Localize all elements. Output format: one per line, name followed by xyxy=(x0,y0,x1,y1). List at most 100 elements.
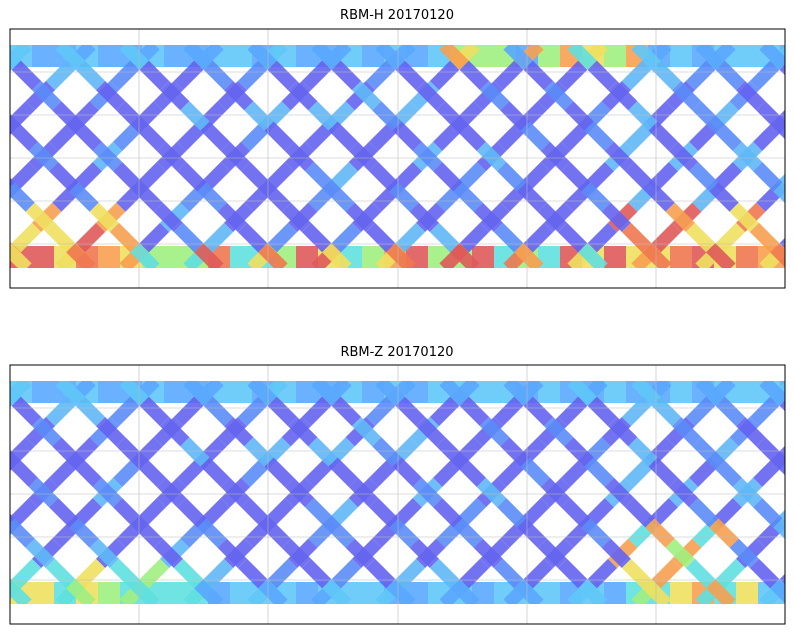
swath xyxy=(52,437,82,467)
swath xyxy=(223,416,254,447)
swath xyxy=(459,60,490,91)
swath xyxy=(395,222,426,253)
swath xyxy=(311,381,341,406)
swath xyxy=(604,477,635,508)
swath xyxy=(69,182,99,212)
swath xyxy=(456,457,486,487)
swath xyxy=(10,241,12,245)
swath xyxy=(365,222,396,253)
swath xyxy=(308,101,338,131)
swath xyxy=(621,60,652,91)
swath xyxy=(604,246,626,268)
swath xyxy=(749,396,780,427)
swath xyxy=(11,60,42,91)
swath xyxy=(779,237,785,249)
swath xyxy=(75,222,106,253)
swath xyxy=(183,381,213,406)
swath xyxy=(520,162,550,192)
swath xyxy=(668,141,699,172)
swath xyxy=(164,246,186,268)
swath xyxy=(604,141,635,172)
swath xyxy=(133,518,163,548)
swath xyxy=(493,396,524,427)
swath xyxy=(584,162,614,192)
swath xyxy=(72,162,102,192)
swath xyxy=(241,498,271,528)
swath xyxy=(581,182,611,212)
swath xyxy=(32,582,54,604)
swath xyxy=(217,202,248,233)
swath xyxy=(692,437,722,467)
swath xyxy=(386,243,416,268)
swath xyxy=(625,457,655,487)
swath xyxy=(119,45,149,70)
swath xyxy=(651,558,682,589)
swath xyxy=(581,518,611,548)
swath xyxy=(689,162,719,192)
graticule xyxy=(10,29,785,624)
swath xyxy=(456,162,486,192)
swath xyxy=(139,60,170,91)
swath xyxy=(369,498,399,528)
swath xyxy=(156,477,187,508)
swath xyxy=(736,45,758,67)
swath xyxy=(177,457,207,487)
swath xyxy=(264,498,294,528)
swath xyxy=(459,222,490,253)
swath xyxy=(328,457,358,487)
swath xyxy=(648,162,678,192)
swath xyxy=(473,202,504,233)
swath xyxy=(32,45,54,67)
swath xyxy=(264,457,294,487)
swath xyxy=(628,101,658,131)
swath xyxy=(180,437,210,467)
swath xyxy=(11,396,42,427)
swath xyxy=(706,243,736,268)
swath xyxy=(365,558,396,589)
swath xyxy=(375,45,405,70)
swath xyxy=(476,141,507,172)
swath xyxy=(520,121,550,151)
swath xyxy=(10,126,15,136)
swath xyxy=(503,45,533,70)
swath xyxy=(389,518,419,548)
swath xyxy=(136,498,166,528)
swath xyxy=(109,396,140,427)
swath xyxy=(369,121,399,151)
swath xyxy=(453,518,483,548)
swath xyxy=(645,518,675,548)
swath xyxy=(543,416,574,447)
swath xyxy=(415,416,446,447)
swath xyxy=(621,558,652,589)
swath xyxy=(538,246,560,268)
swath xyxy=(736,246,758,268)
swath xyxy=(645,182,675,212)
swath xyxy=(217,538,248,569)
swath xyxy=(55,45,85,70)
swath xyxy=(587,222,618,253)
swath xyxy=(28,477,59,508)
swath xyxy=(258,579,288,604)
swath xyxy=(779,573,785,585)
swath xyxy=(177,121,207,151)
swath xyxy=(197,182,227,212)
swath xyxy=(671,80,702,111)
swath xyxy=(493,60,524,91)
swath xyxy=(537,202,568,233)
swath xyxy=(173,558,204,589)
swath xyxy=(497,121,527,151)
swath xyxy=(695,45,725,70)
swath xyxy=(493,558,524,589)
swath xyxy=(261,182,291,212)
swath xyxy=(113,121,143,151)
swath xyxy=(75,60,106,91)
swath xyxy=(348,477,379,508)
swath xyxy=(685,396,716,427)
swath xyxy=(500,101,530,131)
swath xyxy=(753,457,783,487)
swath xyxy=(203,558,234,589)
swath xyxy=(164,381,186,403)
swath xyxy=(497,457,527,487)
swath xyxy=(689,498,719,528)
